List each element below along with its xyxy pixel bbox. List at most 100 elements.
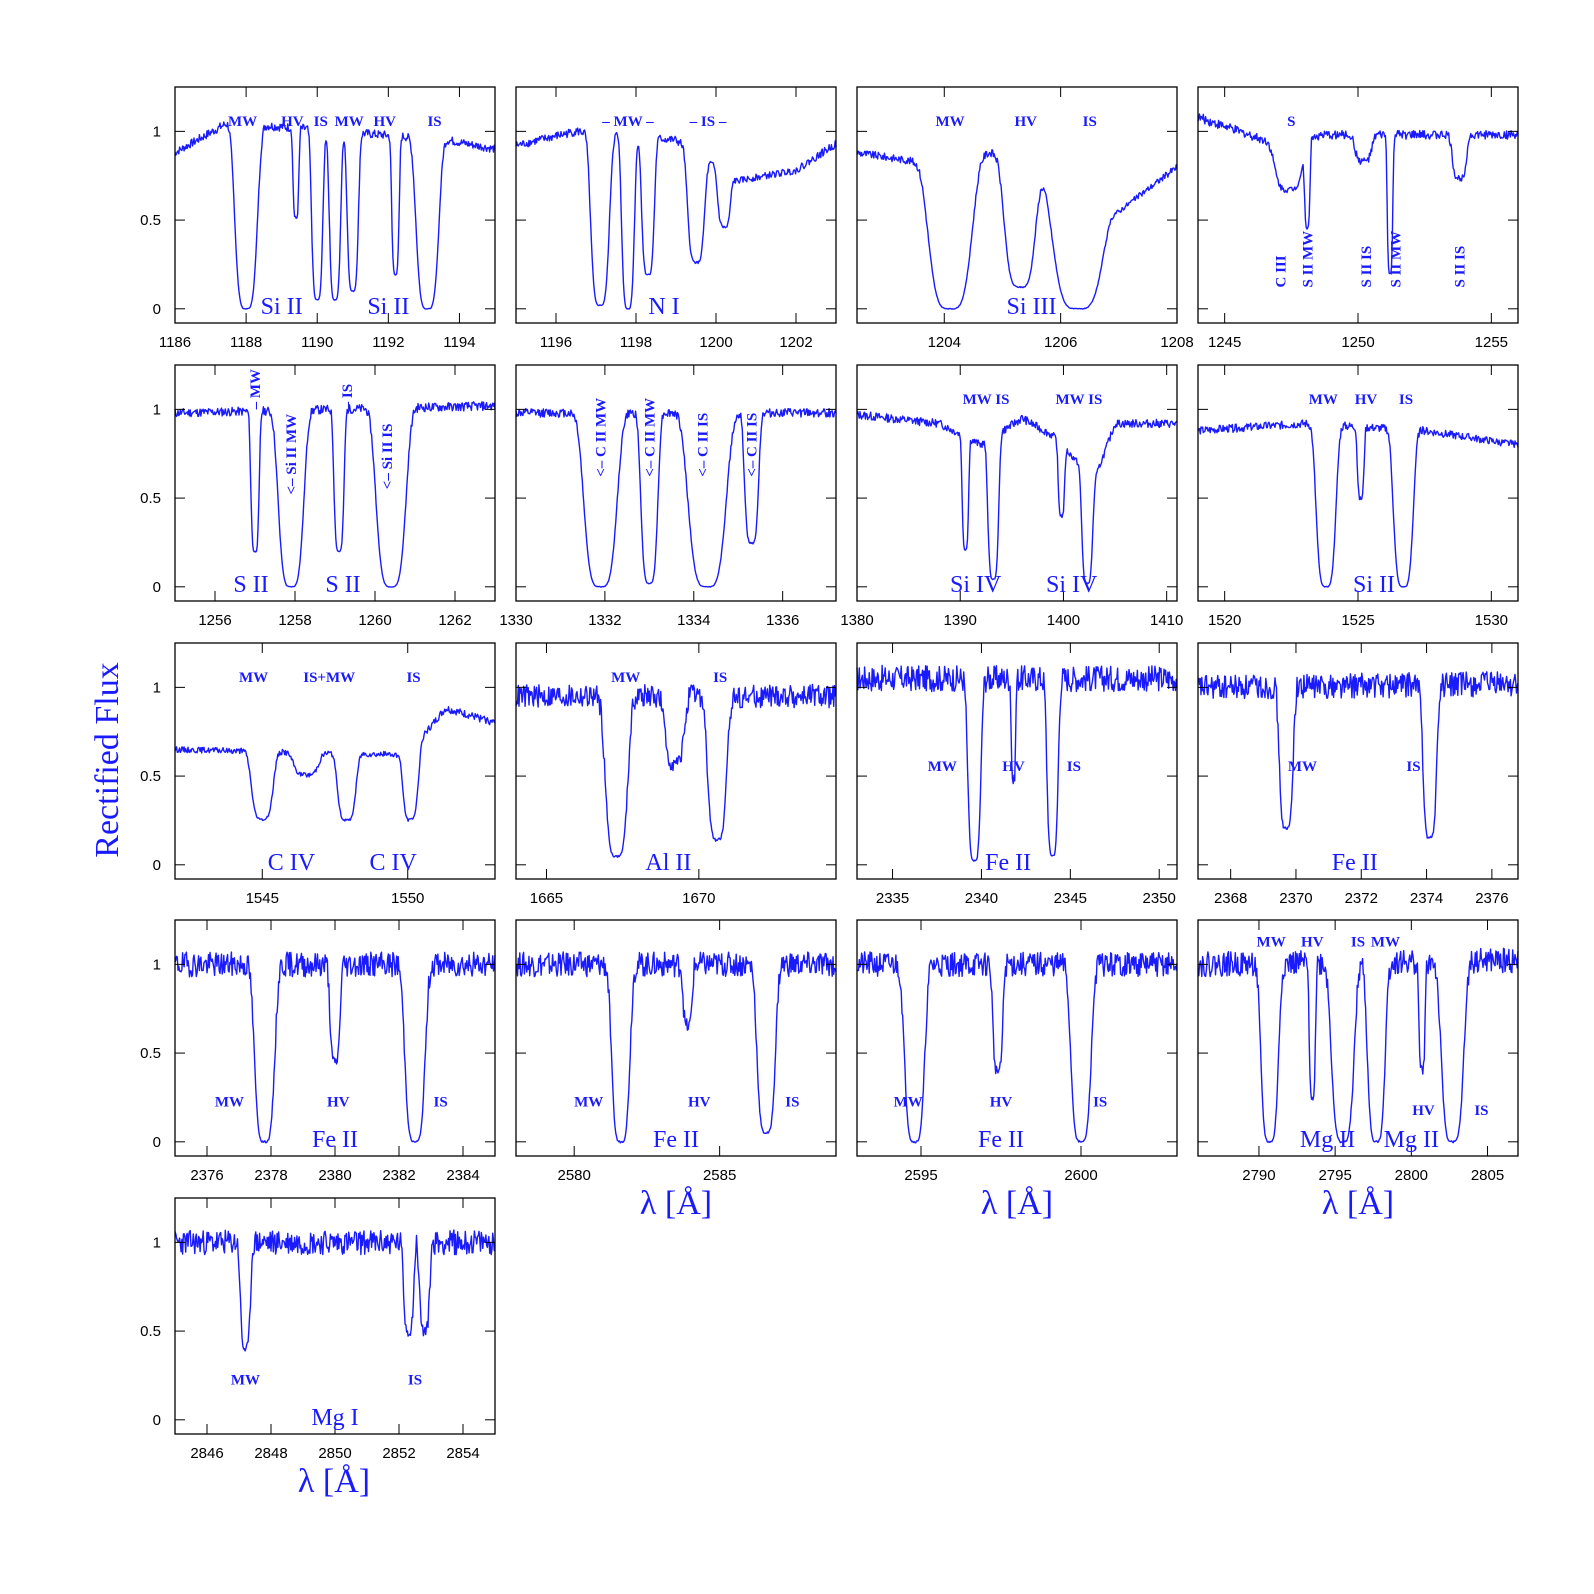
x-axis-label-col4: λ [Å] xyxy=(1322,1185,1394,1222)
ion-label: Al II xyxy=(645,850,691,876)
x-tick-label: 1196 xyxy=(540,334,572,351)
component-label: MW xyxy=(231,1372,260,1388)
component-label: IS xyxy=(1406,759,1420,775)
component-label: IS xyxy=(785,1094,799,1110)
panel-frame xyxy=(1197,919,1519,1157)
spectrum-panel-17: 0 0.5 1 2846 2848 2850 2852 2854 Mg I MW IS xyxy=(140,1197,496,1462)
x-tick-label: 2350 xyxy=(1143,890,1176,907)
ion-label: Mg I xyxy=(311,1405,358,1431)
x-tick-label: 2376 xyxy=(1475,890,1508,907)
y-tick-label: 0.5 xyxy=(140,1045,161,1062)
y-tick-label: 0 xyxy=(153,301,161,318)
ion-label: Fe II xyxy=(978,1127,1024,1153)
component-label: MW xyxy=(215,1094,244,1110)
component-label: MW IS xyxy=(1056,392,1103,408)
component-label: IS+MW xyxy=(303,670,355,686)
x-tick-label: 1260 xyxy=(358,612,391,629)
spectrum-line xyxy=(1197,947,1519,1144)
component-label: IS xyxy=(1083,114,1097,130)
ion-label: Si II xyxy=(1353,572,1395,598)
component-label: MW IS xyxy=(963,392,1010,408)
y-tick-label: 1 xyxy=(153,401,161,418)
spectrum-panel-2: 1196 1198 1200 1202 N I – MW – – IS – xyxy=(515,86,837,351)
y-tick-label: 1 xyxy=(153,123,161,140)
x-tick-label: 2335 xyxy=(876,890,909,907)
x-tick-label: 1336 xyxy=(766,612,799,629)
spectrum-line xyxy=(174,706,496,822)
spectrum-line xyxy=(515,127,837,310)
x-tick-label: 1400 xyxy=(1047,612,1080,629)
x-tick-label: 2345 xyxy=(1054,890,1087,907)
spectrum-line xyxy=(515,951,837,1144)
component-label: IS xyxy=(427,114,441,130)
component-label: IS xyxy=(314,114,328,130)
ion-label: C IV xyxy=(370,850,418,876)
spectrum-line xyxy=(1197,113,1518,275)
component-label: IS xyxy=(434,1094,448,1110)
x-tick-label: 1410 xyxy=(1150,612,1183,629)
x-tick-label: 1188 xyxy=(230,334,262,351)
x-tick-label: 1525 xyxy=(1341,612,1374,629)
spectrum-panel-3: 1204 1206 1208 Si III MW HV IS xyxy=(856,86,1194,351)
line-id-label: <– Si II IS xyxy=(380,424,396,490)
line-id-label: C III xyxy=(1274,255,1290,287)
ion-label: Fe II xyxy=(312,1127,358,1153)
x-tick-label: 2580 xyxy=(557,1167,590,1184)
ion-label: S II xyxy=(233,572,268,598)
panel-frame xyxy=(856,642,1178,880)
component-label: HV xyxy=(1355,392,1378,408)
component-label: S xyxy=(1287,114,1295,130)
x-tick-label: 2370 xyxy=(1279,890,1312,907)
panel-frame xyxy=(174,642,496,880)
component-label: HV xyxy=(327,1094,350,1110)
x-axis-label-col3: λ [Å] xyxy=(981,1185,1053,1222)
y-axis-label: Rectified Flux xyxy=(89,662,126,857)
panel-grid: 0 0.5 1 1186 1188 1190 1192 1194 Si II Si II MW HV I… xyxy=(140,86,1519,1462)
panel-frame xyxy=(515,86,837,324)
x-tick-label: 1198 xyxy=(620,334,652,351)
ion-label: Si IV xyxy=(950,572,1002,598)
spectrum-panel-16: 2790 2795 2800 2805 Mg II Mg II MW HV IS MW HV IS xyxy=(1197,919,1519,1184)
x-tick-label: 2800 xyxy=(1395,1167,1428,1184)
y-tick-label: 1 xyxy=(153,1234,161,1251)
spectrum-line xyxy=(856,664,1178,862)
x-tick-label: 1262 xyxy=(438,612,471,629)
x-tick-label: 2340 xyxy=(965,890,998,907)
line-id-label: <– C II IS xyxy=(745,413,761,477)
y-tick-label: 0 xyxy=(153,579,161,596)
spectrum-panel-8: 1520 1525 1530 Si II MW HV IS xyxy=(1197,364,1519,629)
y-tick-label: 0.5 xyxy=(140,212,161,229)
spectrum-line xyxy=(174,951,496,1144)
spectrum-panel-13: 0 0.5 1 2376 2378 2380 2382 2384 Fe II MW HV IS xyxy=(140,919,496,1184)
component-label: IS xyxy=(408,1372,422,1388)
spectrum-line xyxy=(1197,671,1519,839)
spectrum-line xyxy=(174,1229,496,1352)
x-tick-label: 1332 xyxy=(588,612,621,629)
panel-frame xyxy=(856,919,1178,1157)
x-tick-label: 2374 xyxy=(1410,890,1443,907)
x-tick-label: 1256 xyxy=(198,612,231,629)
y-tick-label: 1 xyxy=(153,956,161,973)
spectrum-panel-7: 1380 1390 1400 1410 Si IV Si IV MW IS MW IS xyxy=(840,364,1183,629)
line-id-label: <– C II MW xyxy=(593,398,609,477)
component-label: IS xyxy=(406,670,420,686)
spectrum-panel-15: 2595 2600 Fe II MW HV IS xyxy=(856,919,1178,1184)
ion-label: C IV xyxy=(268,850,316,876)
ion-label: Fe II xyxy=(653,1127,699,1153)
panel-frame xyxy=(515,364,837,602)
panel-frame xyxy=(174,86,496,324)
x-axis-label-col2: λ [Å] xyxy=(640,1185,712,1222)
x-tick-label: 2848 xyxy=(254,1445,287,1462)
x-tick-label: 2805 xyxy=(1471,1167,1504,1184)
line-id-label: <– Si II MW xyxy=(284,414,300,495)
x-tick-label: 2376 xyxy=(190,1167,223,1184)
ion-label: Si II xyxy=(367,294,409,320)
x-tick-label: 2368 xyxy=(1214,890,1247,907)
x-tick-label: 1530 xyxy=(1475,612,1508,629)
x-tick-label: 1194 xyxy=(443,334,475,351)
y-tick-label: 0.5 xyxy=(140,768,161,785)
line-id-label: <– C II IS xyxy=(696,413,712,477)
component-label: – IS – xyxy=(689,114,727,130)
